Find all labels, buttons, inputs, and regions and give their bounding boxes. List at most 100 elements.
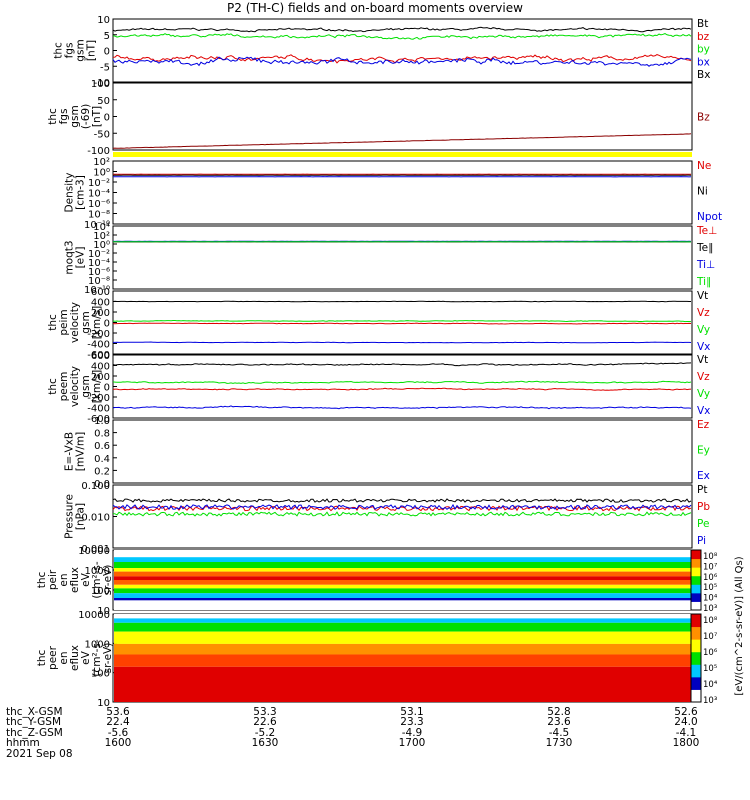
- y-axis-label-line: thc: [47, 378, 59, 395]
- y-tick-label: 10: [97, 15, 110, 26]
- legend-label: Ey: [697, 445, 710, 457]
- footer-value: 1800: [672, 736, 700, 749]
- y-tick-label: 0.0: [94, 479, 110, 490]
- y-axis-label-line: [eV]: [75, 247, 87, 269]
- heatmap-band: [114, 598, 691, 601]
- footer-value: 52.6: [674, 706, 698, 718]
- y-axis-label-line: [nT]: [91, 106, 103, 127]
- panel-10: 10000 1000 100 10 thc peer en eflux eV (cm²-s-sr-…: [36, 610, 718, 709]
- legend-label: Pt: [697, 484, 707, 496]
- colorbar-tick-label: 10⁸: [703, 616, 718, 626]
- series-line-bz: [112, 54, 692, 64]
- colorbar-frame: [690, 549, 702, 611]
- y-tick-label: 600: [91, 351, 110, 362]
- series-line-Pb: [112, 505, 692, 512]
- y-axis-label-line: E=-VxB: [64, 432, 76, 471]
- colorbar-tick-label: 10³: [703, 604, 717, 614]
- colorbar-tick-label: 10⁴: [703, 594, 718, 604]
- y-axis-label-line: [cm-3]: [75, 175, 87, 210]
- y-tick-label: -200: [87, 329, 110, 340]
- y-axis-label: thc peir en eflux eV (cm²-s-sr-eV): [36, 561, 114, 599]
- y-axis-label-line: gsm: [69, 105, 81, 127]
- y-axis-label-line: eV: [80, 650, 92, 664]
- heatmap-band: [114, 562, 691, 568]
- heatmap-band: [114, 576, 691, 580]
- colorbar-tick-label: 10⁴: [703, 680, 718, 690]
- footer-value: -4.1: [675, 726, 697, 739]
- colorbar-segment: [691, 614, 701, 628]
- legend-label: Te⊥: [696, 225, 717, 237]
- y-tick-label: 0.100: [81, 481, 110, 492]
- legend-label: Vt: [697, 290, 708, 302]
- legend-label: Ti∥: [696, 276, 711, 288]
- y-tick-label: -100: [87, 146, 110, 157]
- y-axis-label-line: eflux: [69, 645, 81, 671]
- colorbar-segment: [691, 558, 701, 568]
- y-tick-label: 400: [91, 362, 110, 373]
- colorbar-tick-label: 10⁵: [703, 664, 717, 674]
- heatmap-band: [114, 593, 691, 598]
- flag-bar: [113, 152, 692, 157]
- y-axis-label-line: peer: [47, 645, 59, 670]
- legend-label: Vz: [697, 307, 710, 319]
- y-axis-label-line: sr-eV): [102, 565, 114, 596]
- legend-label: Ti⊥: [696, 259, 715, 271]
- y-tick-label: 100: [91, 669, 110, 680]
- colorbar-segment: [691, 676, 701, 690]
- y-axis-label: Pressure [nPa]: [64, 494, 87, 539]
- heatmap-band: [114, 631, 691, 644]
- colorbar-tick-label: 10⁶: [703, 573, 718, 583]
- y-axis-label-line: gsm: [80, 311, 92, 333]
- heatmap-band: [114, 654, 691, 667]
- footer-value: 53.3: [253, 706, 277, 718]
- footer-value: 1700: [398, 736, 426, 749]
- colorbar-label-text: [eV/(cm^2-s-sr-eV)] (All Qs): [734, 556, 745, 695]
- series-line-Vz: [112, 322, 692, 325]
- y-axis-label-line: Density: [64, 173, 76, 213]
- y-axis-label-line: [km/s]: [91, 370, 103, 404]
- y-axis-label-line: Pressure: [64, 494, 76, 539]
- chart-title: P2 (TH-C) fields and on-board moments ov…: [227, 1, 523, 15]
- y-tick-label: -5: [100, 62, 110, 73]
- colorbar-tick-label: 10⁶: [703, 648, 718, 658]
- y-axis-label-line: (cm²-s-: [91, 639, 103, 677]
- y-axis-label: Density [cm-3]: [64, 173, 87, 213]
- heatmap-band: [114, 600, 691, 610]
- y-tick-label: 200: [91, 372, 110, 383]
- series-line-Vt: [112, 362, 692, 367]
- colorbar-segment: [691, 664, 701, 678]
- y-tick-label: -400: [87, 340, 110, 351]
- y-tick-label: 0.8: [94, 429, 110, 440]
- panel-8: 0.100 0.010 0.001 Pressure [nPa] Pt Pb Pe Pi: [64, 481, 711, 555]
- heatmap-band: [114, 588, 691, 594]
- colorbar-tick-label: 10⁸: [703, 552, 718, 562]
- legend-label: Vy: [697, 388, 710, 400]
- footer-label: thc_X-GSM: [6, 706, 63, 718]
- y-axis-label-line: sr-eV): [102, 643, 114, 674]
- footer-value: 23.6: [547, 716, 571, 729]
- colorbar-tick-label: 10³: [703, 696, 717, 706]
- legend-label: Ez: [697, 419, 710, 431]
- y-tick-label: 10⁻⁸: [88, 210, 110, 221]
- y-tick-label: 400: [91, 298, 110, 309]
- y-tick-label: 0: [104, 319, 110, 330]
- y-tick-label: 1000: [85, 639, 110, 650]
- colorbar-tick-label: 10⁷: [703, 562, 718, 572]
- y-tick-label: -400: [87, 404, 110, 415]
- y-tick-label: 0: [104, 383, 110, 394]
- colorbar-segment: [691, 639, 701, 653]
- y-tick-label: 10²: [93, 157, 110, 168]
- y-tick-label: 10000: [78, 546, 110, 557]
- y-axis-label: moqt3 [eV]: [64, 240, 87, 274]
- footer-label: thc_Z-GSM: [6, 726, 63, 739]
- y-tick-label: 100: [91, 586, 110, 597]
- panel-9: 10000 1000 100 10 thc peir en eflux eV (cm²-s-sr-…: [36, 546, 718, 617]
- colorbar-segment: [691, 651, 701, 665]
- y-tick-label: 10⁰: [93, 168, 110, 179]
- y-axis-label-line: thc: [36, 572, 48, 589]
- y-tick-label: 10: [97, 606, 110, 617]
- legend-label: Vt: [697, 354, 708, 366]
